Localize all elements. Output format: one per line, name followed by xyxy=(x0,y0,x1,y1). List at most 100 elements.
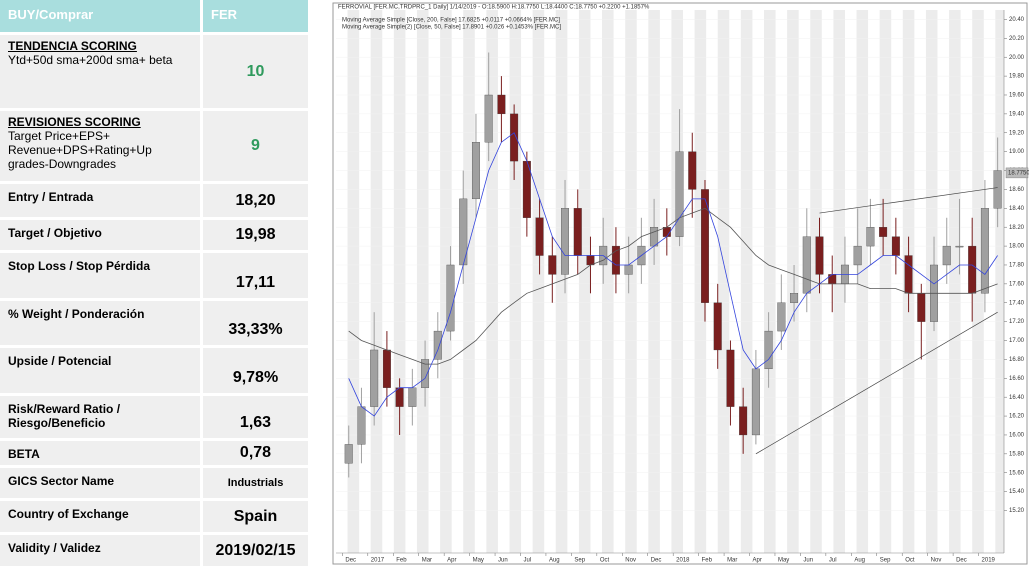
y-tick-label: 17.20 xyxy=(1009,319,1025,325)
candle-body xyxy=(955,245,964,248)
candle-body xyxy=(904,255,913,294)
candle-body xyxy=(917,293,926,322)
y-tick-label: 16.60 xyxy=(1009,376,1025,382)
x-tick-label: 2017 xyxy=(371,558,385,564)
x-tick-label: Mar xyxy=(727,558,737,564)
y-tick-label: 20.00 xyxy=(1009,55,1025,61)
plot-frame xyxy=(332,2,1028,565)
x-tick-label: Oct xyxy=(600,558,610,564)
stripe xyxy=(370,10,383,553)
candle-body xyxy=(471,142,480,200)
y-tick-label: 15.60 xyxy=(1009,470,1025,476)
row-label: Upside / Potencial xyxy=(0,348,200,393)
stripe xyxy=(440,10,452,553)
row-label: REVISIONES SCORING Target Price+EPS+ Reven… xyxy=(0,111,200,181)
candle-body xyxy=(344,444,353,464)
candle-body xyxy=(993,170,1002,209)
row-label-text: Validity / Validez xyxy=(8,541,101,555)
x-tick-label: Oct xyxy=(905,558,915,564)
last-price-box xyxy=(1005,167,1029,179)
candle-body xyxy=(408,387,417,407)
x-tick-label: Feb xyxy=(702,558,713,564)
candle-body xyxy=(548,255,557,275)
stripe xyxy=(902,10,915,553)
y-tick-label: 19.80 xyxy=(1009,74,1025,80)
row-label-text: Target / Objetivo xyxy=(8,226,102,240)
row-value-text: 19,98 xyxy=(235,226,276,243)
x-tick-label: Jun xyxy=(803,558,813,564)
row-label: Country of Exchange xyxy=(0,501,200,532)
x-tick-label: Jul xyxy=(829,558,837,564)
row-label: Target / Objetivo xyxy=(0,220,200,250)
x-tick-label: Nov xyxy=(931,558,942,564)
candle-body xyxy=(790,293,799,303)
x-tick-label: May xyxy=(778,558,789,564)
moving-average-line xyxy=(348,132,998,417)
stripe xyxy=(856,10,869,553)
x-tick-label: Nov xyxy=(625,558,636,564)
stripe xyxy=(995,10,1004,553)
x-tick-label: Feb xyxy=(396,558,407,564)
row-heading: REVISIONES SCORING xyxy=(8,115,141,129)
x-tick-label: Sep xyxy=(574,558,585,564)
x-tick-label: Mar xyxy=(422,558,432,564)
last-price-label: 18.7750 xyxy=(1008,170,1029,176)
row-value-text: 9 xyxy=(251,137,260,154)
row-label: BETA xyxy=(0,441,200,465)
stripe xyxy=(416,10,429,553)
y-tick-label: 19.00 xyxy=(1009,149,1025,155)
y-tick-label: 18.40 xyxy=(1009,206,1025,212)
stripe xyxy=(740,10,753,553)
candle-body xyxy=(701,189,709,303)
candle-body xyxy=(510,113,519,162)
x-tick-label: Dec xyxy=(345,558,356,564)
candle-body xyxy=(611,245,620,275)
candle-body xyxy=(573,208,582,256)
row-value: 2019/02/15 xyxy=(203,535,308,566)
candle-body xyxy=(751,368,760,436)
x-tick-label: Apr xyxy=(447,558,456,564)
y-tick-label: 18.60 xyxy=(1009,187,1025,193)
candle-body xyxy=(395,387,404,407)
stripe xyxy=(486,10,498,553)
candle-body xyxy=(764,330,773,370)
row-subtext: Target Price+EPS+ xyxy=(8,129,111,143)
candle-body xyxy=(688,151,697,190)
stripe xyxy=(787,10,799,553)
stripe xyxy=(925,10,938,553)
row-value-text: 10 xyxy=(246,62,265,80)
y-tick-label: 16.00 xyxy=(1009,433,1025,439)
stripe xyxy=(602,10,614,553)
candle-body xyxy=(980,208,989,294)
stripe xyxy=(833,10,845,553)
chart-title: FERROVIAL [FER.MC,TRDPRC_1 Daily] 1/14/2… xyxy=(338,5,650,11)
row-subtext: Ytd+50d sma+200d sma+ beta xyxy=(8,53,173,67)
row-label: Validity / Validez xyxy=(0,535,200,566)
candle-body xyxy=(891,236,900,256)
row-value: 9,78% xyxy=(203,348,308,393)
stripe xyxy=(578,10,591,553)
row-value: 19,98 xyxy=(203,220,308,250)
row-subtext: grades-Downgrades xyxy=(8,157,117,171)
y-tick-label: 15.40 xyxy=(1009,489,1025,495)
stripe xyxy=(648,10,660,553)
header-label: BUY/Comprar xyxy=(0,0,200,32)
row-label: Entry / Entrada xyxy=(0,184,200,217)
trendline xyxy=(819,187,998,214)
candle-body xyxy=(866,227,875,247)
candle-body xyxy=(370,349,379,407)
x-tick-label: Jul xyxy=(523,558,531,564)
y-tick-label: 20.20 xyxy=(1009,36,1025,42)
y-tick-label: 19.60 xyxy=(1009,93,1025,99)
candle-body xyxy=(815,236,824,275)
row-value: Industrials xyxy=(203,468,308,498)
stripe xyxy=(532,10,545,553)
row-value: 33,33% xyxy=(203,301,308,345)
row-value-text: 1,63 xyxy=(239,414,272,431)
candle-body xyxy=(484,94,493,143)
candle-body xyxy=(853,245,862,266)
stripe xyxy=(763,10,776,553)
candle-body xyxy=(624,264,633,275)
row-value: 18,20 xyxy=(203,184,308,217)
stripe xyxy=(972,10,984,553)
